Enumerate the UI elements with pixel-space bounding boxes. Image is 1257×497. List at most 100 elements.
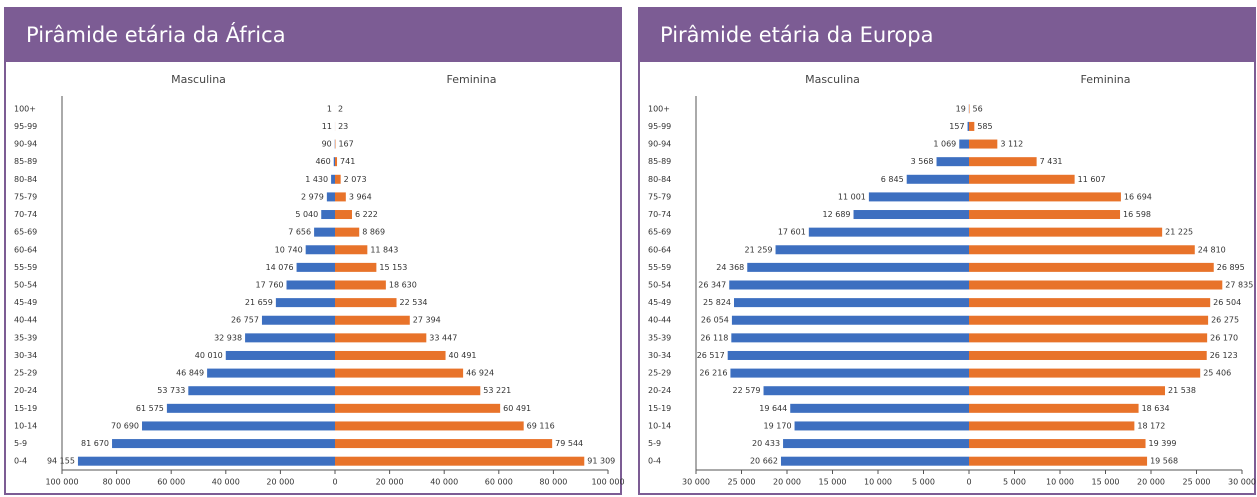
bar	[333, 157, 335, 167]
value-label: 27 835	[1225, 281, 1253, 290]
y-tick-label: 80-84	[648, 175, 671, 184]
value-label: 12 689	[823, 210, 851, 219]
value-label: 6 845	[881, 175, 904, 184]
bar	[335, 403, 501, 413]
value-label: 61 575	[136, 404, 164, 413]
x-tick-label: 60 000	[485, 478, 513, 487]
panel-header	[4, 7, 622, 62]
x-tick-label: 20 000	[266, 478, 294, 487]
x-tick-label: 80 000	[103, 478, 131, 487]
value-label: 741	[340, 157, 355, 166]
y-tick-label: 20-24	[648, 386, 671, 395]
value-label: 26 517	[697, 351, 725, 360]
bar	[969, 210, 1121, 220]
value-label: 14 076	[266, 263, 294, 272]
chart-title: Pirâmide etária da Europa	[660, 23, 933, 47]
legend-label: Feminina	[446, 73, 496, 86]
y-tick-label: 70-74	[648, 210, 671, 219]
value-label: 15 153	[379, 263, 407, 272]
value-label: 26 054	[701, 316, 729, 325]
value-label: 460	[315, 157, 330, 166]
x-tick-label: 25 000	[1183, 478, 1211, 487]
value-label: 5 040	[295, 210, 318, 219]
value-label: 79 544	[555, 439, 583, 448]
bar	[906, 174, 969, 184]
x-tick-label: 10 000	[864, 478, 892, 487]
bar	[275, 298, 335, 308]
value-label: 3 112	[1000, 140, 1023, 149]
y-tick-label: 85-89	[14, 157, 37, 166]
bar	[775, 245, 969, 255]
bar	[969, 421, 1135, 431]
y-tick-label: 15-19	[14, 404, 37, 413]
value-label: 18 634	[1142, 404, 1170, 413]
value-label: 20 433	[752, 439, 780, 448]
value-label: 91 309	[587, 457, 615, 466]
y-tick-label: 5-9	[14, 439, 27, 448]
y-tick-label: 35-39	[648, 333, 671, 342]
y-tick-label: 25-29	[648, 369, 671, 378]
bar	[969, 350, 1207, 360]
y-tick-label: 70-74	[14, 210, 37, 219]
chart-title: Pirâmide etária da África	[26, 22, 286, 47]
value-label: 46 924	[466, 369, 494, 378]
legend-label: Feminina	[1080, 73, 1130, 86]
value-label: 2	[338, 104, 343, 113]
x-tick-label: 25 000	[728, 478, 756, 487]
bar	[969, 368, 1201, 378]
bar	[335, 192, 346, 202]
bar	[335, 262, 377, 272]
bar	[335, 368, 464, 378]
value-label: 40 010	[195, 351, 223, 360]
bar	[969, 456, 1148, 466]
bar	[314, 227, 335, 237]
bar	[225, 350, 335, 360]
bar	[335, 280, 386, 290]
x-tick-label: 20 000	[773, 478, 801, 487]
x-tick-label: 60 000	[157, 478, 185, 487]
value-label: 26 123	[1210, 351, 1238, 360]
bar	[335, 157, 338, 167]
y-tick-label: 5-9	[648, 439, 661, 448]
y-tick-label: 75-79	[14, 192, 37, 201]
bar	[321, 210, 335, 220]
bar	[969, 439, 1146, 449]
y-tick-label: 0-4	[14, 457, 27, 466]
bar	[794, 421, 969, 431]
value-label: 3 964	[349, 192, 372, 201]
bar	[959, 139, 969, 149]
bar	[729, 280, 969, 290]
y-tick-label: 90-94	[648, 140, 671, 149]
bar	[731, 333, 969, 343]
legend-label: Masculina	[171, 73, 226, 86]
bar	[335, 174, 341, 184]
value-label: 25 406	[1203, 369, 1231, 378]
bar	[969, 174, 1075, 184]
value-label: 26 504	[1213, 298, 1241, 307]
x-tick-label: 0	[966, 478, 971, 487]
y-tick-label: 35-39	[14, 333, 37, 342]
value-label: 26 347	[698, 281, 726, 290]
bar	[731, 315, 969, 325]
value-label: 1 069	[933, 140, 956, 149]
y-tick-label: 60-64	[14, 245, 37, 254]
y-tick-label: 85-89	[648, 157, 671, 166]
value-label: 21 659	[245, 298, 273, 307]
y-tick-label: 30-34	[648, 351, 671, 360]
bar	[790, 403, 969, 413]
value-label: 19	[956, 104, 966, 113]
y-tick-label: 30-34	[14, 351, 37, 360]
value-label: 19 568	[1150, 457, 1178, 466]
value-label: 7 656	[288, 228, 311, 237]
y-tick-label: 40-44	[14, 316, 37, 325]
bar	[969, 121, 975, 131]
bar	[780, 456, 969, 466]
value-label: 24 368	[716, 263, 744, 272]
bar	[286, 280, 335, 290]
value-label: 18 172	[1137, 421, 1165, 430]
value-label: 585	[977, 122, 992, 131]
value-label: 11	[322, 122, 332, 131]
x-tick-label: 15 000	[1092, 478, 1120, 487]
value-label: 53 221	[483, 386, 511, 395]
